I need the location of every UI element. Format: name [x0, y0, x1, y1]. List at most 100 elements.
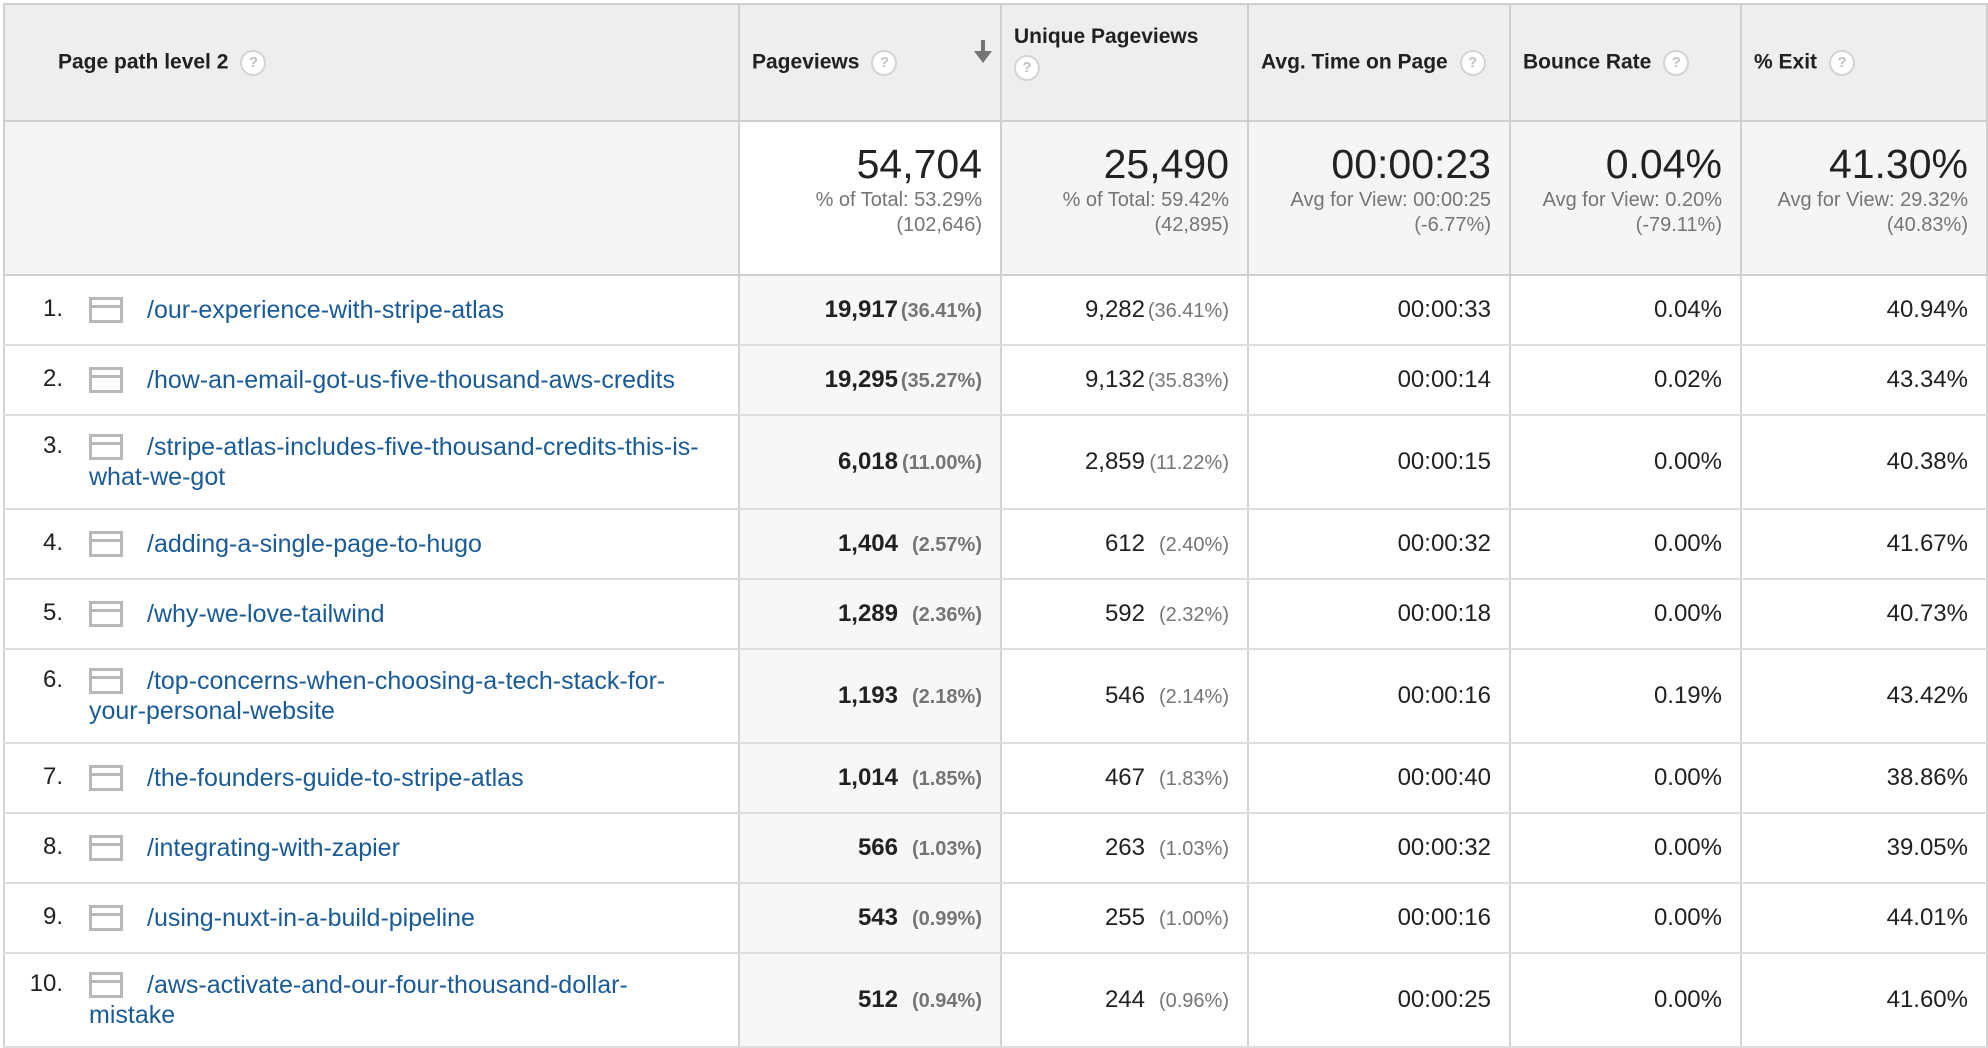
pageviews-percent: (1.85%) — [911, 768, 982, 790]
avg-time-cell: 00:00:33 — [1247, 274, 1511, 346]
page-icon[interactable] — [89, 297, 123, 323]
avg-time-cell: 00:00:16 — [1247, 648, 1511, 744]
table-row: 9. /using-nuxt-in-a-build-pipeline 543 (0… — [3, 882, 1988, 954]
column-header-bounce-rate[interactable]: Bounce Rate? — [1509, 3, 1742, 122]
row-rank: 4. — [42, 529, 63, 556]
page-path-cell: 10. /aws-activate-and-our-four-thousand-… — [3, 952, 740, 1048]
bounce-rate-cell: 0.00% — [1509, 952, 1742, 1048]
pageviews-percent: (2.57%) — [911, 534, 982, 556]
avg-time-cell: 00:00:32 — [1247, 812, 1511, 884]
page-icon[interactable] — [89, 765, 123, 791]
page-path-link[interactable]: /how-an-email-got-us-five-thousand-aws-c… — [147, 366, 675, 394]
pageviews-percent: (0.94%) — [911, 990, 982, 1012]
totals-value: 0.04% — [1605, 141, 1722, 187]
unique-pageviews-percent: (35.83%) — [1147, 370, 1229, 392]
page-icon[interactable] — [89, 905, 123, 931]
pageviews-percent: (2.18%) — [911, 686, 982, 708]
pageviews-value: 1,404 — [837, 530, 898, 557]
pageviews-cell: 543 (0.99%) — [738, 882, 1002, 954]
column-header-label: Avg. Time on Page — [1261, 50, 1448, 74]
column-header-unique-pageviews[interactable]: Unique Pageviews ? — [1000, 3, 1249, 122]
page-icon[interactable] — [89, 531, 123, 557]
page-path-cell: 3. /stripe-atlas-includes-five-thousand-… — [3, 414, 740, 510]
page-path-link[interactable]: /integrating-with-zapier — [147, 834, 400, 862]
column-header-label: % Exit — [1754, 50, 1818, 74]
exit-cell: 44.01% — [1740, 882, 1988, 954]
pageviews-percent: (1.03%) — [911, 838, 982, 860]
unique-pageviews-value: 9,132 — [1084, 366, 1145, 393]
page-icon[interactable] — [89, 668, 123, 694]
bounce-rate-cell: 0.00% — [1509, 508, 1742, 580]
pageviews-value: 566 — [857, 834, 898, 861]
row-rank: 1. — [42, 295, 63, 322]
pageviews-cell: 1,014 (1.85%) — [738, 742, 1002, 814]
unique-pageviews-cell: 592 (2.32%) — [1000, 578, 1249, 650]
page-path-link[interactable]: /stripe-atlas-includes-five-thousand-cre… — [89, 433, 699, 491]
unique-pageviews-cell: 244 (0.96%) — [1000, 952, 1249, 1048]
page-path-cell: 4. /adding-a-single-page-to-hugo — [3, 508, 740, 580]
unique-pageviews-cell: 255 (1.00%) — [1000, 882, 1249, 954]
page-path-link[interactable]: /adding-a-single-page-to-hugo — [147, 530, 482, 558]
help-icon[interactable]: ? — [1459, 49, 1486, 76]
avg-time-cell: 00:00:16 — [1247, 882, 1511, 954]
unique-pageviews-value: 244 — [1104, 986, 1145, 1013]
sort-descending-icon[interactable] — [972, 39, 994, 65]
column-header-exit[interactable]: % Exit? — [1740, 3, 1988, 122]
help-icon[interactable]: ? — [240, 49, 267, 76]
page-path-link[interactable]: /top-concerns-when-choosing-a-tech-stack… — [89, 667, 666, 725]
column-header-avg-time-on-page[interactable]: Avg. Time on Page? — [1247, 3, 1511, 122]
totals-subline: % of Total: 53.29% — [815, 189, 982, 211]
help-icon[interactable]: ? — [1014, 55, 1040, 81]
pageviews-cell: 1,289 (2.36%) — [738, 578, 1002, 650]
page-icon[interactable] — [89, 434, 123, 460]
page-icon[interactable] — [89, 367, 123, 393]
pageviews-percent: (0.99%) — [911, 908, 982, 930]
totals-pageviews: 54,704 % of Total: 53.29% (102,646) — [738, 120, 1002, 276]
exit-cell: 40.94% — [1740, 274, 1988, 346]
page-path-link[interactable]: /why-we-love-tailwind — [147, 600, 385, 628]
totals-value: 41.30% — [1828, 141, 1968, 187]
bounce-rate-cell: 0.19% — [1509, 648, 1742, 744]
row-rank: 10. — [29, 970, 63, 997]
bounce-rate-cell: 0.00% — [1509, 742, 1742, 814]
column-header-label: Bounce Rate — [1523, 50, 1652, 74]
unique-pageviews-value: 467 — [1104, 764, 1145, 791]
pageviews-value: 1,193 — [837, 682, 898, 709]
pageviews-value: 19,295 — [824, 366, 898, 393]
column-header-label: Page path level 2 — [58, 50, 229, 74]
page-icon[interactable] — [89, 972, 123, 998]
table-row: 7. /the-founders-guide-to-stripe-atlas 1… — [3, 742, 1988, 814]
pageviews-cell: 1,193 (2.18%) — [738, 648, 1002, 744]
page-path-link[interactable]: /our-experience-with-stripe-atlas — [147, 296, 505, 324]
unique-pageviews-cell: 467 (1.83%) — [1000, 742, 1249, 814]
pageviews-value: 19,917 — [824, 296, 898, 323]
page-path-link[interactable]: /using-nuxt-in-a-build-pipeline — [147, 904, 475, 932]
page-icon[interactable] — [89, 601, 123, 627]
help-icon[interactable]: ? — [1829, 49, 1856, 76]
page-path-link[interactable]: /aws-activate-and-our-four-thousand-doll… — [89, 971, 628, 1029]
help-icon[interactable]: ? — [1663, 49, 1690, 76]
bounce-rate-cell: 0.00% — [1509, 414, 1742, 510]
table-row: 4. /adding-a-single-page-to-hugo 1,404 (2… — [3, 508, 1988, 580]
unique-pageviews-percent: (1.83%) — [1158, 768, 1229, 790]
bounce-rate-cell: 0.00% — [1509, 882, 1742, 954]
unique-pageviews-percent: (2.32%) — [1158, 604, 1229, 626]
bounce-rate-cell: 0.04% — [1509, 274, 1742, 346]
pageviews-value: 543 — [857, 904, 898, 931]
unique-pageviews-value: 546 — [1104, 682, 1145, 709]
page-path-link[interactable]: /the-founders-guide-to-stripe-atlas — [147, 764, 524, 792]
totals-subline: Avg for View: 29.32% — [1777, 189, 1969, 211]
unique-pageviews-value: 9,282 — [1084, 296, 1145, 323]
pageviews-value: 6,018 — [837, 448, 898, 475]
row-rank: 8. — [42, 833, 63, 860]
page-icon[interactable] — [89, 835, 123, 861]
help-icon[interactable]: ? — [871, 49, 898, 76]
column-header-pageviews[interactable]: Pageviews? — [738, 3, 1002, 122]
column-header-page-path[interactable]: Page path level 2? — [3, 3, 740, 122]
totals-value: 54,704 — [856, 141, 982, 187]
totals-row: 54,704 % of Total: 53.29% (102,646) 25,4… — [3, 120, 1988, 276]
totals-avg-time: 00:00:23 Avg for View: 00:00:25 (-6.77%) — [1247, 120, 1511, 276]
totals-subline: % of Total: 59.42% — [1062, 189, 1229, 211]
page-path-cell: 8. /integrating-with-zapier — [3, 812, 740, 884]
report-table: Page path level 2? Pageviews? Unique Pag… — [3, 3, 1988, 1048]
